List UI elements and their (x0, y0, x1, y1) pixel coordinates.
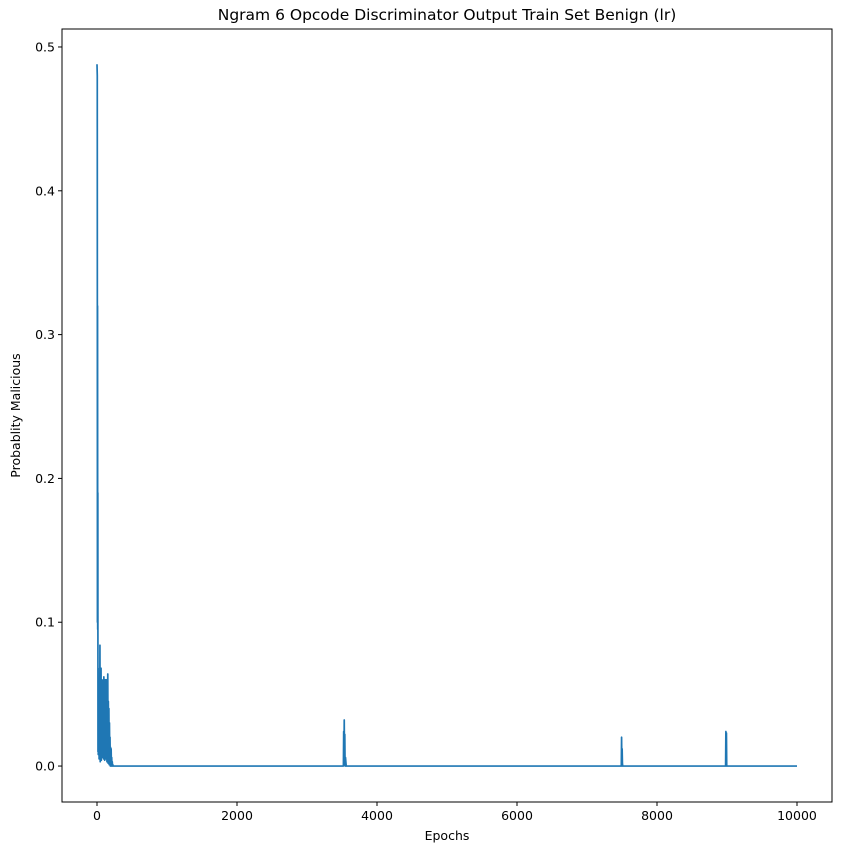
x-tick-label: 8000 (641, 808, 673, 823)
y-tick-label: 0.0 (35, 759, 55, 774)
chart-title: Ngram 6 Opcode Discriminator Output Trai… (218, 6, 677, 24)
y-axis: 0.0 0.1 0.2 0.3 0.4 0.5 (35, 39, 62, 774)
x-axis-label: Epochs (425, 828, 470, 843)
y-tick-label: 0.5 (35, 39, 55, 54)
y-tick-label: 0.4 (35, 183, 55, 198)
x-tick-label: 6000 (501, 808, 533, 823)
plot-area (61, 28, 833, 803)
y-axis-label: Probablity Malicious (8, 353, 23, 477)
axes-frame (61, 28, 833, 803)
x-tick-label: 0 (93, 808, 101, 823)
x-tick-label: 10000 (777, 808, 817, 823)
x-tick-label: 4000 (361, 808, 393, 823)
y-tick-label: 0.3 (35, 327, 55, 342)
y-tick-label: 0.1 (35, 615, 55, 630)
y-tick-label: 0.2 (35, 471, 55, 486)
x-axis: 0 2000 4000 6000 8000 10000 (93, 802, 817, 823)
series-line (96, 64, 797, 767)
x-tick-label: 2000 (221, 808, 253, 823)
